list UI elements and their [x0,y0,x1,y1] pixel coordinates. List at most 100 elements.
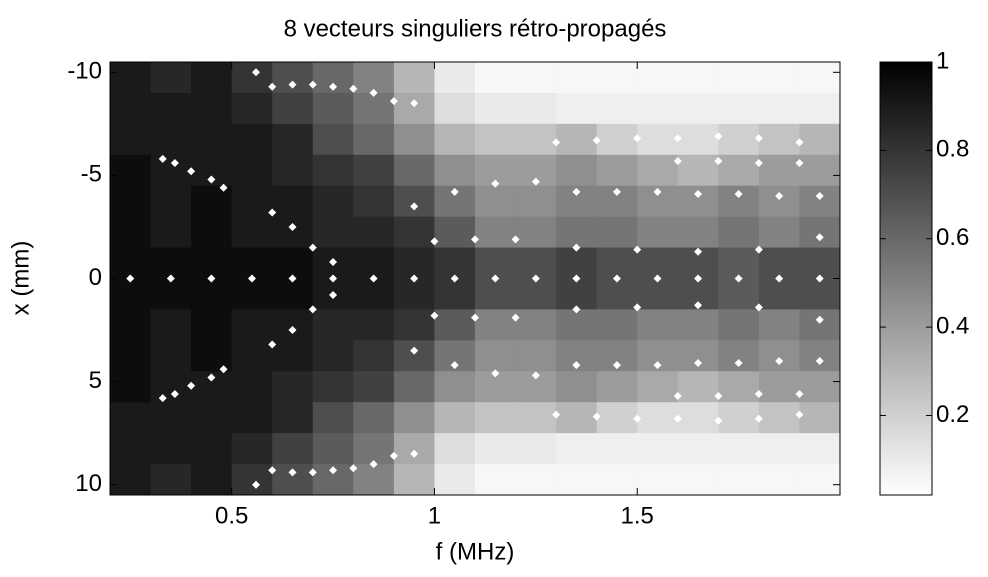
heatmap-cell [799,92,841,125]
heatmap-cell [637,216,679,249]
point [694,301,703,310]
point [694,189,703,198]
heatmap-cell [353,92,395,125]
point [511,235,520,244]
point [754,303,763,312]
heatmap-cell [515,247,557,279]
heatmap-cell [515,62,557,94]
heatmap-cell [596,402,638,434]
point [775,192,784,201]
heatmap-cell [150,371,192,403]
point [329,82,338,91]
heatmap-cell [758,371,800,403]
heatmap-cell [393,185,435,218]
heatmap-cell [677,216,719,249]
heatmap-cell [718,123,760,156]
heatmap-cell [718,402,760,434]
heatmap-cell [393,309,435,341]
point [673,414,682,423]
heatmap-cell [312,433,354,465]
heatmap-cell [718,278,760,310]
heatmap-cell [150,123,192,156]
heatmap-cell [475,92,517,125]
heatmap-cell [556,123,598,156]
heatmap-cell [110,402,152,434]
heatmap-cell [393,216,435,249]
heatmap-cell [475,433,517,465]
heatmap-cell [272,154,314,187]
heatmap-cell [758,185,800,218]
heatmap-cell [556,464,598,496]
heatmap-cell [110,309,152,341]
point [734,359,743,368]
heatmap-cell [718,247,760,279]
point [268,82,277,91]
point [288,326,297,335]
heatmap-cell [191,123,233,156]
heatmap-cell [150,247,192,279]
colorbar-tick-label: 0.8 [936,136,969,163]
heatmap-cell [110,62,152,94]
heatmap-cell [637,433,679,465]
heatmap-cell [312,123,354,156]
heatmap-cell [353,62,395,94]
heatmap-cell [718,340,760,372]
point [158,154,167,163]
heatmap-cell [150,62,192,94]
heatmap-cell [231,433,273,465]
point [288,222,297,231]
heatmap-cell [758,402,800,434]
heatmap-cell [393,278,435,310]
point [450,361,459,370]
heatmap-cell [556,371,598,403]
heatmap-cell [799,433,841,465]
heatmap-cell [718,309,760,341]
point [694,274,703,283]
heatmap-cell [110,278,152,310]
heatmap-cell [758,309,800,341]
point [531,274,540,283]
point [633,245,642,254]
heatmap-cell [393,340,435,372]
heatmap-cell [272,340,314,372]
heatmap-cell [231,402,273,434]
point [714,416,723,425]
heatmap-cell [272,62,314,94]
point [815,233,824,242]
heatmap-cell [515,309,557,341]
point [511,313,520,322]
point [268,340,277,349]
point [308,468,317,477]
heatmap-cell [353,464,395,496]
heatmap-cell [677,340,719,372]
heatmap-cell [110,433,152,465]
heatmap-cell [799,123,841,156]
point [187,167,196,176]
point [694,359,703,368]
heatmap-cell [353,309,395,341]
heatmap-cell [150,402,192,434]
heatmap-cell [434,309,476,341]
heatmap-cell [191,62,233,94]
heatmap-cell [231,278,273,310]
heatmap-cell [150,154,192,187]
heatmap-cell [637,92,679,125]
heatmap-cell [353,371,395,403]
point [288,80,297,89]
heatmap-cell [677,62,719,94]
heatmap-cell [799,154,841,187]
heatmap-cell [677,402,719,434]
point [410,449,419,458]
heatmap-cell [637,402,679,434]
y-tick-label: -5 [81,161,102,188]
heatmap-cell [596,92,638,125]
heatmap-cell [434,371,476,403]
heatmap-cell [393,371,435,403]
point [754,134,763,143]
point [430,311,439,320]
heatmap-cell [556,309,598,341]
heatmap-cell [434,123,476,156]
point [450,187,459,196]
heatmap-cell [718,92,760,125]
point [653,187,662,196]
